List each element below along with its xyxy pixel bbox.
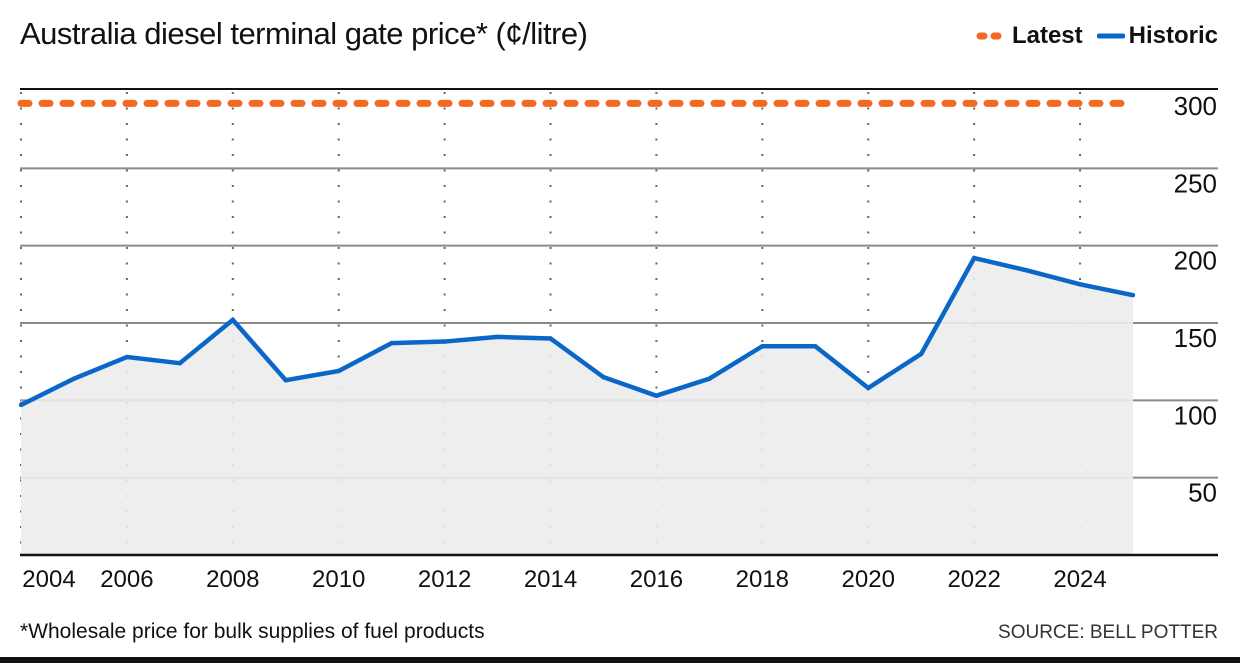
historic-point-2006 bbox=[124, 354, 130, 360]
legend-swatch-historic bbox=[1096, 33, 1125, 39]
historic-point-2007 bbox=[177, 361, 183, 366]
historic-area bbox=[21, 258, 1133, 555]
x-tick-label-2022: 2022 bbox=[947, 566, 1000, 593]
historic-point-2021 bbox=[918, 351, 924, 357]
x-tick-label-2010: 2010 bbox=[312, 566, 365, 593]
x-tick-label-2020: 2020 bbox=[842, 566, 895, 593]
historic-point-2012 bbox=[442, 339, 447, 344]
y-tick-label-100: 100 bbox=[1174, 400, 1217, 430]
historic-point-2014 bbox=[548, 336, 553, 341]
x-axis-labels: 2004 2006 2008 2010 2012 2014 2016 2018 2020 2022… bbox=[22, 566, 1106, 593]
bottom-rule bbox=[0, 657, 1240, 663]
y-tick-label-150: 150 bbox=[1174, 323, 1217, 353]
historic-point-2010 bbox=[336, 368, 341, 374]
legend-swatch-latest bbox=[976, 32, 1008, 40]
historic-point-2008 bbox=[230, 317, 236, 323]
footnote: *Wholesale price for bulk supplies of fu… bbox=[20, 620, 485, 643]
historic-line bbox=[19, 255, 1134, 407]
historic-point-2018 bbox=[760, 344, 765, 349]
historic-point-2013 bbox=[495, 334, 500, 340]
legend: Latest Historic bbox=[962, 22, 1218, 50]
y-tick-label-50: 50 bbox=[1188, 478, 1217, 508]
historic-point-2017 bbox=[707, 376, 712, 381]
legend-label-latest: Latest bbox=[1011, 22, 1083, 49]
legend-item-latest: Latest bbox=[976, 22, 1083, 50]
x-tick-label-2016: 2016 bbox=[630, 566, 683, 593]
historic-point-2016 bbox=[654, 393, 659, 398]
historic-point-2023 bbox=[1024, 268, 1030, 273]
y-tick-label-300: 300 bbox=[1174, 91, 1217, 121]
historic-point-2015 bbox=[601, 374, 606, 380]
historic-point-2019 bbox=[813, 344, 818, 349]
x-tick-label-2008: 2008 bbox=[206, 566, 259, 593]
x-tick-label-2004: 2004 bbox=[22, 566, 75, 593]
historic-point-2020 bbox=[866, 385, 871, 391]
y-axis-labels: 50 100 150 200 250 300 bbox=[1174, 91, 1217, 508]
x-tick-label-2024: 2024 bbox=[1053, 566, 1106, 593]
historic-point-2024 bbox=[1077, 282, 1083, 287]
historic-point-2009 bbox=[283, 378, 288, 383]
x-tick-label-2006: 2006 bbox=[100, 566, 153, 593]
legend-label-historic: Historic bbox=[1128, 22, 1218, 49]
historic-point-2025 bbox=[1130, 292, 1136, 298]
x-tick-label-2018: 2018 bbox=[736, 566, 789, 593]
chart-title: Australia diesel terminal gate price* (¢… bbox=[20, 16, 588, 51]
historic-point-2005 bbox=[71, 376, 77, 381]
historic-point-2011 bbox=[389, 340, 394, 346]
x-tick-label-2012: 2012 bbox=[418, 566, 471, 593]
historic-point-2022 bbox=[971, 255, 977, 261]
historic-point-2004 bbox=[18, 402, 24, 408]
source-credit: SOURCE: BELL POTTER bbox=[998, 622, 1218, 643]
y-tick-label-200: 200 bbox=[1174, 246, 1217, 276]
legend-item-historic: Historic bbox=[1096, 22, 1218, 50]
historic-points bbox=[18, 255, 1136, 408]
x-tick-label-2014: 2014 bbox=[524, 566, 577, 593]
y-tick-label-250: 250 bbox=[1174, 168, 1217, 198]
